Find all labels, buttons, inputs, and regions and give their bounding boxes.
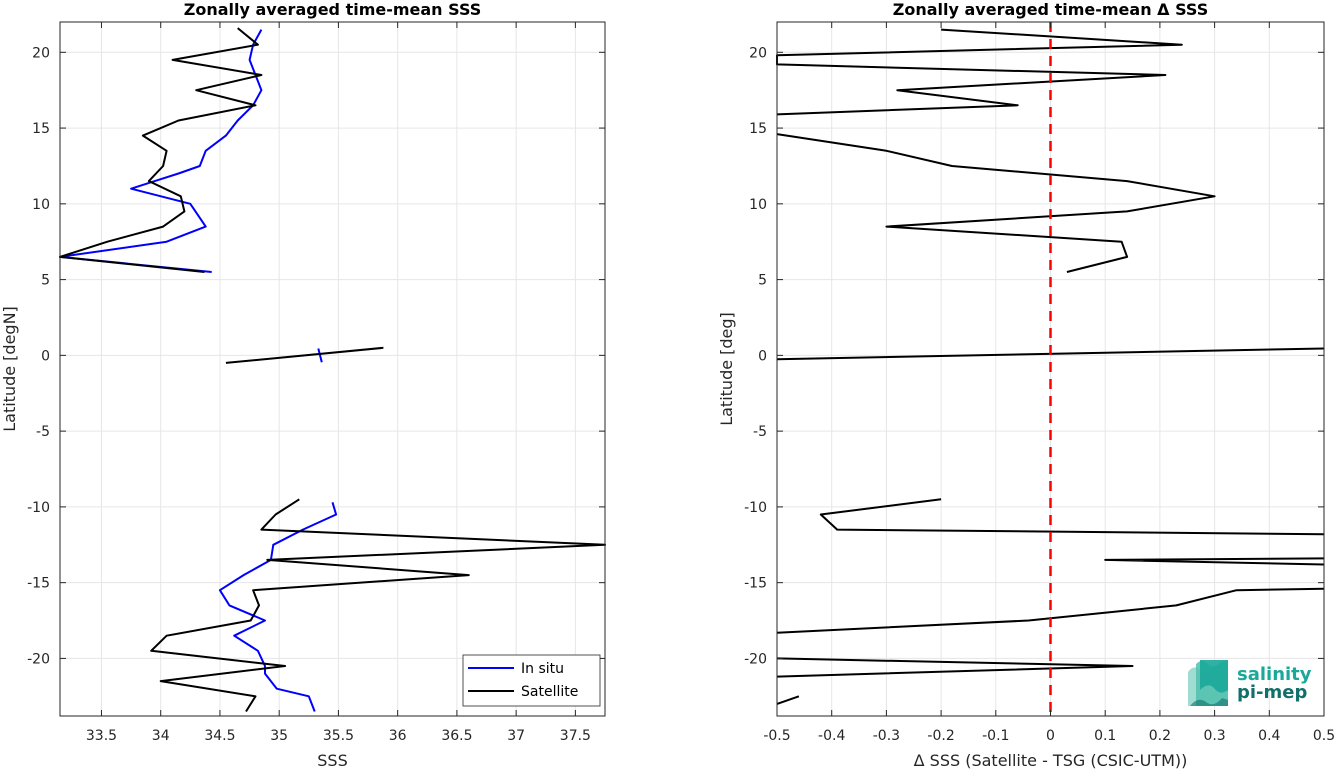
delta-series-0-segment-0	[776, 28, 1183, 116]
delta-ticks: -0.5 -0.4 -0.3 -0.2 -0.1 0 0.1 0.2 0.3 0.4 0.5 20 15…	[744, 22, 1335, 744]
delta-x-tick-label: -0.3	[873, 728, 900, 744]
delta-x-tick-label: 0	[1046, 728, 1055, 744]
sss-lines	[59, 27, 606, 713]
sss-series-1-segment-0	[59, 27, 263, 273]
delta-y-tick-label: 20	[749, 45, 767, 61]
delta-title: Zonally averaged time-mean Δ SSS	[893, 0, 1209, 19]
sss-ylabel: Latitude [degN]	[0, 306, 19, 432]
sss-title: Zonally averaged time-mean SSS	[184, 0, 482, 19]
delta-x-tick-label: -0.5	[763, 728, 790, 744]
delta-x-tick-label: 0.1	[1094, 728, 1116, 744]
delta-x-tick-label: -0.1	[982, 728, 1009, 744]
delta-series-0-segment-1	[776, 133, 1216, 273]
sss-panel: 33.5 34 34.5 35 35.5 36 36.5 37 37.5 20 15 10 5 0 -5 -1…	[0, 0, 606, 769]
sss-series-1-segment-1	[225, 346, 384, 364]
sss-grid	[60, 22, 605, 716]
delta-y-tick-label: 10	[749, 197, 767, 213]
delta-series-0-segment-3	[819, 498, 1325, 536]
sss-x-tick-label: 35.5	[323, 728, 354, 744]
sss-ticks: 33.5 34 34.5 35 35.5 36 36.5 37 37.5 20 15 10 5 0 -5 -1…	[27, 22, 605, 744]
delta-series-0-segment-4	[1104, 557, 1325, 566]
sss-axes-box	[59, 21, 606, 717]
delta-series-0-segment-5	[776, 587, 1325, 634]
sss-x-tick-label: 37.5	[560, 728, 591, 744]
delta-y-tick-label: 0	[758, 348, 767, 364]
sss-x-tick-label: 36	[389, 728, 407, 744]
delta-y-tick-label: -20	[744, 651, 767, 667]
delta-sss-panel: -0.5 -0.4 -0.3 -0.2 -0.1 0 0.1 0.2 0.3 0.4 0.5 20 15…	[717, 0, 1335, 769]
legend-box	[462, 654, 601, 707]
sss-y-tick-label: -15	[27, 576, 50, 592]
sss-x-tick-label: 34.5	[204, 728, 235, 744]
logo-text-salinity: salinity	[1237, 664, 1312, 685]
delta-y-tick-label: -10	[744, 500, 767, 516]
sss-x-tick-label: 36.5	[441, 728, 472, 744]
sss-y-tick-label: -5	[36, 424, 50, 440]
delta-ylabel: Latitude [deg]	[717, 312, 736, 426]
sss-series-0-segment-0	[59, 29, 263, 273]
delta-y-tick-label: 15	[749, 121, 767, 137]
delta-x-tick-label: 0.3	[1203, 728, 1225, 744]
waves-icon	[1188, 660, 1228, 706]
sss-series-0-segment-1	[317, 348, 323, 363]
delta-x-tick-label: -0.4	[818, 728, 845, 744]
sss-y-tick-label: 15	[32, 121, 50, 137]
delta-y-tick-label: -5	[753, 424, 767, 440]
delta-y-tick-label: -15	[744, 576, 767, 592]
salinity-pi-mep-logo: salinity pi-mep	[1188, 660, 1312, 706]
legend: In situ Satellite	[462, 654, 601, 707]
logo-text-pi-mep: pi-mep	[1237, 682, 1307, 703]
sss-y-tick-label: -10	[27, 500, 50, 516]
sss-plot-area	[60, 22, 605, 716]
delta-series-0-segment-7	[776, 695, 800, 705]
delta-x-tick-label: 0.2	[1149, 728, 1171, 744]
legend-satellite-label: Satellite	[521, 684, 578, 700]
sss-y-tick-label: 10	[32, 197, 50, 213]
sss-y-tick-label: 5	[41, 273, 50, 289]
legend-insitu-label: In situ	[521, 661, 564, 677]
delta-x-tick-label: 0.4	[1258, 728, 1280, 744]
delta-xlabel: Δ SSS (Satellite - TSG (CSIC-UTM))	[914, 751, 1188, 769]
sss-y-tick-label: 0	[41, 348, 50, 364]
sss-series-1-segment-2	[150, 498, 606, 713]
delta-series-0-segment-6	[776, 657, 1134, 678]
sss-xlabel: SSS	[317, 751, 347, 769]
sss-series-0-segment-2	[218, 502, 338, 712]
sss-x-tick-label: 34	[152, 728, 170, 744]
sss-y-tick-label: 20	[32, 45, 50, 61]
delta-x-tick-label: 0.5	[1313, 728, 1335, 744]
delta-x-tick-label: -0.2	[927, 728, 954, 744]
sss-x-tick-label: 33.5	[86, 728, 117, 744]
sss-x-tick-label: 37	[507, 728, 525, 744]
delta-y-tick-label: 5	[758, 273, 767, 289]
sss-x-tick-label: 35	[270, 728, 288, 744]
sss-y-tick-label: -20	[27, 651, 50, 667]
